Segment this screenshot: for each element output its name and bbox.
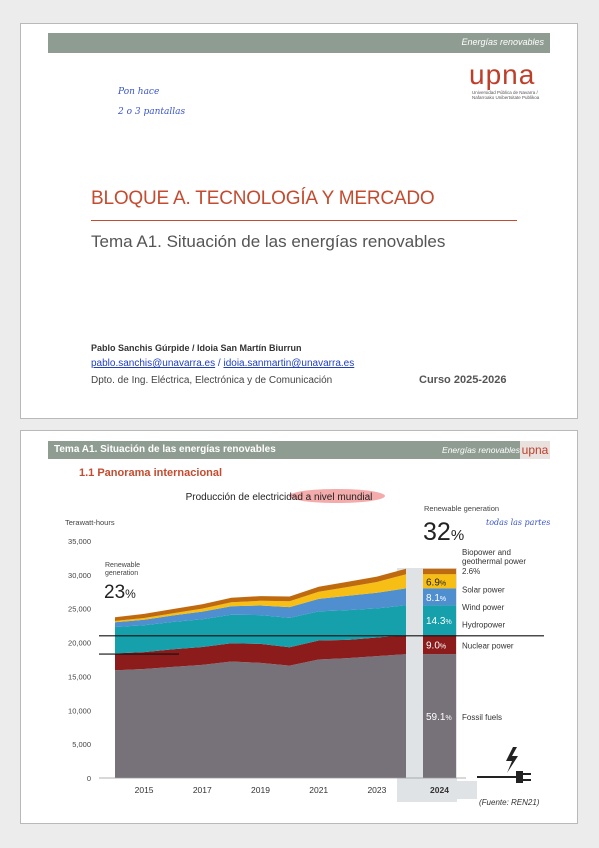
email-link-2[interactable]: idoia.sanmartin@unavarra.es — [223, 358, 355, 369]
handwritten-note-line2: 2 o 3 pantallas — [118, 107, 186, 117]
series-label-0: Fossil fuels — [462, 713, 502, 722]
slide-title: BLOQUE A. TECNOLOGÍA Y MERCADO — [91, 188, 435, 209]
renewable-2015-label-2: generation — [105, 570, 138, 577]
share-label-4: 6.9% — [426, 577, 446, 588]
bar-2024-nuclear-power — [423, 635, 456, 655]
area-hydropower — [115, 605, 406, 654]
y-tick-label: 20,000 — [68, 639, 91, 648]
series-label-1: Nuclear power — [462, 642, 514, 651]
series-label-bio-2: geothermal power — [462, 557, 526, 566]
course-year: Curso 2025-2026 — [419, 374, 507, 386]
upna-logo-subtitle: Universidad Pública de Navarra / Nafarro… — [472, 90, 540, 100]
title-highlight — [289, 489, 385, 503]
share-label-0: 59.1% — [426, 712, 452, 723]
handwritten-note-line1: Pon hace — [118, 87, 160, 97]
y-axis-label: Terawatt-hours — [65, 518, 115, 527]
x-tick-label: 2023 — [367, 785, 386, 795]
emails: pablo.sanchis@unavarra.es / idoia.sanmar… — [91, 358, 354, 369]
y-tick-label: 25,000 — [68, 605, 91, 614]
y-tick-label: 0 — [87, 774, 91, 783]
area-wind-power — [115, 588, 406, 627]
renewable-2024-label: Renewable generation — [424, 504, 499, 513]
x-tick-label: 2021 — [309, 785, 328, 795]
y-tick-label: 15,000 — [68, 672, 91, 681]
email-separator: / — [215, 358, 224, 369]
header-title: Tema A1. Situación de las energías renov… — [54, 444, 276, 455]
share-label-2: 14.3% — [426, 616, 452, 627]
electricity-generation-chart: 59.1% 9.0% 14.3% 8.1% 6.9% Fossil fuels Nuclea… — [65, 489, 550, 802]
upna-logo: upna — [520, 441, 550, 459]
authors: Pablo Sanchis Gúrpide / Idoia San Martín… — [91, 343, 302, 353]
area-nuclear-power — [115, 635, 406, 671]
x-tick-label: 2017 — [193, 785, 212, 795]
department: Dpto. de Ing. Eléctrica, Electrónica y d… — [91, 375, 333, 386]
handwritten-note: todas las partes — [486, 518, 550, 527]
series-label-4: Solar power — [462, 585, 505, 594]
y-tick-label: 5,000 — [72, 740, 91, 749]
chart-slide: Tema A1. Situación de las energías renov… — [20, 430, 578, 824]
y-tick-label: 10,000 — [68, 706, 91, 715]
area-fossil-fuels — [115, 654, 406, 778]
email-link-1[interactable]: pablo.sanchis@unavarra.es — [91, 358, 216, 369]
share-label-bio: 2.6% — [462, 567, 480, 576]
series-label-3: Wind power — [462, 603, 505, 612]
renewable-2024-value: 32% — [423, 518, 464, 546]
bar-2024-hydropower — [423, 605, 456, 636]
bar-2024-fossil-fuels — [423, 654, 456, 778]
chart-title: Producción de electricidad a nivel mundi… — [186, 492, 373, 503]
series-label-bio-1: Biopower and — [462, 548, 511, 557]
header-subject: Energías renovables — [442, 445, 520, 455]
upna-logo: upna — [469, 59, 536, 90]
title-slide: Energías renovables upna Universidad Púb… — [20, 23, 578, 419]
share-label-1: 9.0% — [426, 641, 446, 652]
slide-subtitle: Tema A1. Situación de las energías renov… — [91, 232, 446, 251]
renewable-2015-value: 23% — [104, 582, 136, 603]
header-bar: Tema A1. Situación de las energías renov… — [48, 441, 550, 459]
share-label-3: 8.1% — [426, 593, 446, 604]
bar-2024-wind-power — [423, 588, 456, 606]
plug-icon — [477, 747, 531, 783]
y-tick-label: 30,000 — [68, 571, 91, 580]
source-note: (Fuente: REN21) — [479, 798, 540, 807]
x-tick-label: 2024 — [430, 785, 449, 795]
header-subject: Energías renovables — [461, 37, 544, 47]
bar-2024-solar-power — [423, 574, 456, 589]
bar-2024-biopower-and-geothermal-power — [423, 568, 456, 575]
section-heading: 1.1 Panorama internacional — [79, 467, 223, 479]
year-2024-label-background — [397, 781, 477, 799]
title-underline — [91, 220, 517, 221]
series-label-2: Hydropower — [462, 621, 505, 630]
x-tick-label: 2019 — [251, 785, 270, 795]
header-bar: Energías renovables — [48, 33, 550, 53]
y-tick-label: 35,000 — [68, 537, 91, 546]
area-biopower-and-geothermal-power — [115, 568, 406, 621]
x-tick-label: 2015 — [135, 785, 154, 795]
renewable-2015-label-1: Renewable — [105, 562, 140, 569]
